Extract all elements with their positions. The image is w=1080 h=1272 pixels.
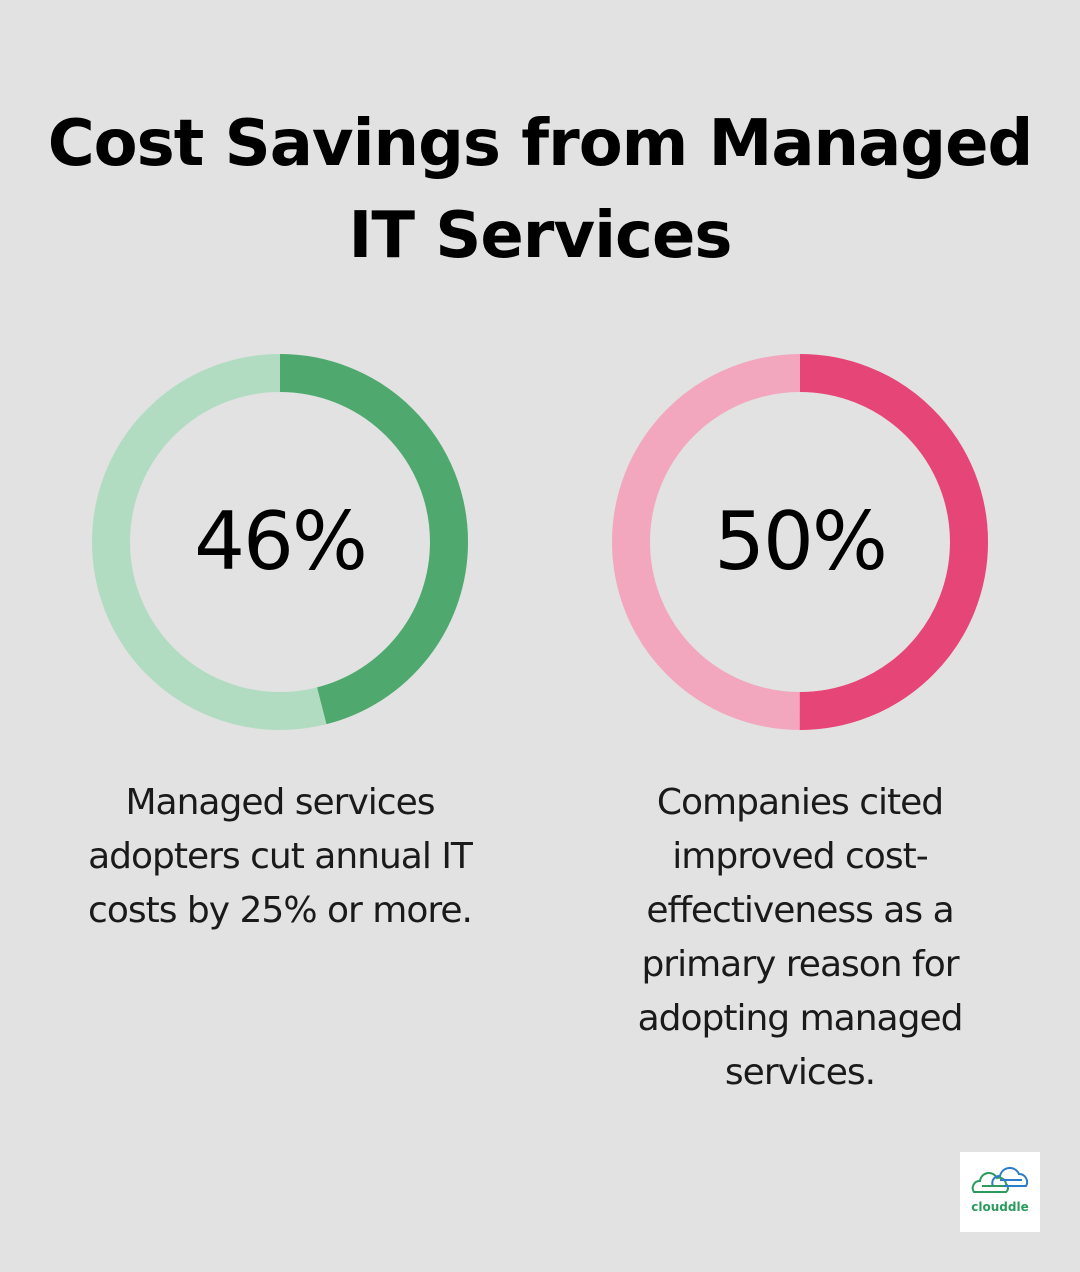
donut-value-arc-1 [92, 354, 468, 730]
donut-svg-1 [92, 354, 468, 730]
page-title: Cost Savings from Managed IT Services [47, 107, 1034, 273]
stat-description-2: Companies cited improved cost-effectiven… [637, 782, 964, 1093]
stat-value-1: 46% [194, 495, 368, 588]
clouddle-logo: clouddle [960, 1152, 1040, 1232]
donut-value-arc-2 [612, 354, 988, 730]
logo-text: clouddle [971, 1200, 1029, 1214]
stat-value-2: 50% [714, 495, 888, 588]
donut-svg-2 [612, 354, 988, 730]
donut-chart-1: 46% [90, 352, 470, 732]
cloud-icon [971, 1166, 1029, 1193]
donut-chart-2: 50% [610, 352, 990, 732]
stat-description-1: Managed services adopters cut annual IT … [88, 782, 473, 931]
stat-card-2: 50% Companies cited improved cost-effect… [580, 352, 1020, 1100]
stat-card-1: 46% Managed services adopters cut annual… [60, 352, 500, 938]
